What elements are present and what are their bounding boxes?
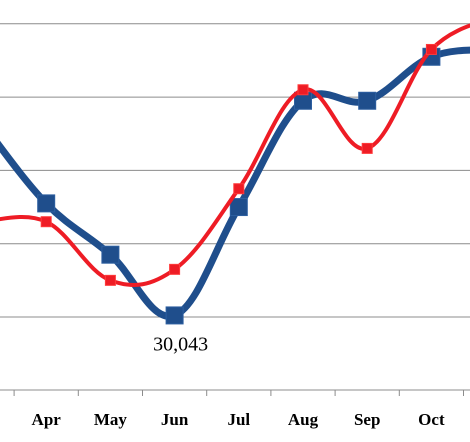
x-tick-label: Jul (227, 410, 250, 429)
data-label: 30,043 (153, 333, 208, 355)
series-0-point-may (102, 246, 119, 263)
x-tick-label: Sep (354, 410, 380, 429)
series-0-point-apr (38, 195, 55, 212)
series-group (0, 11, 470, 323)
x-tick-label: Apr (32, 410, 62, 429)
x-tick-label: Oct (418, 410, 445, 429)
series-0-point-jun (166, 307, 183, 324)
series-1-point-sep (362, 143, 372, 153)
series-0-line (0, 49, 470, 316)
series-1-point-aug (298, 85, 308, 95)
series-1-point-oct (426, 44, 436, 54)
series-0-point-sep (359, 92, 376, 109)
series-1-line (0, 16, 470, 285)
series-1-point-apr (41, 217, 51, 227)
series-0-point-jul (230, 199, 247, 216)
x-tick-label: May (94, 410, 128, 429)
series-1-point-jul (234, 184, 244, 194)
series-1-point-may (105, 275, 115, 285)
tick-labels: rAprMayJunJulAugSepOct (0, 410, 445, 429)
x-tick-label: Jun (161, 410, 189, 429)
x-axis (0, 390, 470, 396)
series-1-point-jun (170, 264, 180, 274)
gridlines (0, 24, 470, 317)
x-tick-label: Aug (288, 410, 319, 429)
data-labels: 30,043 (153, 333, 208, 355)
